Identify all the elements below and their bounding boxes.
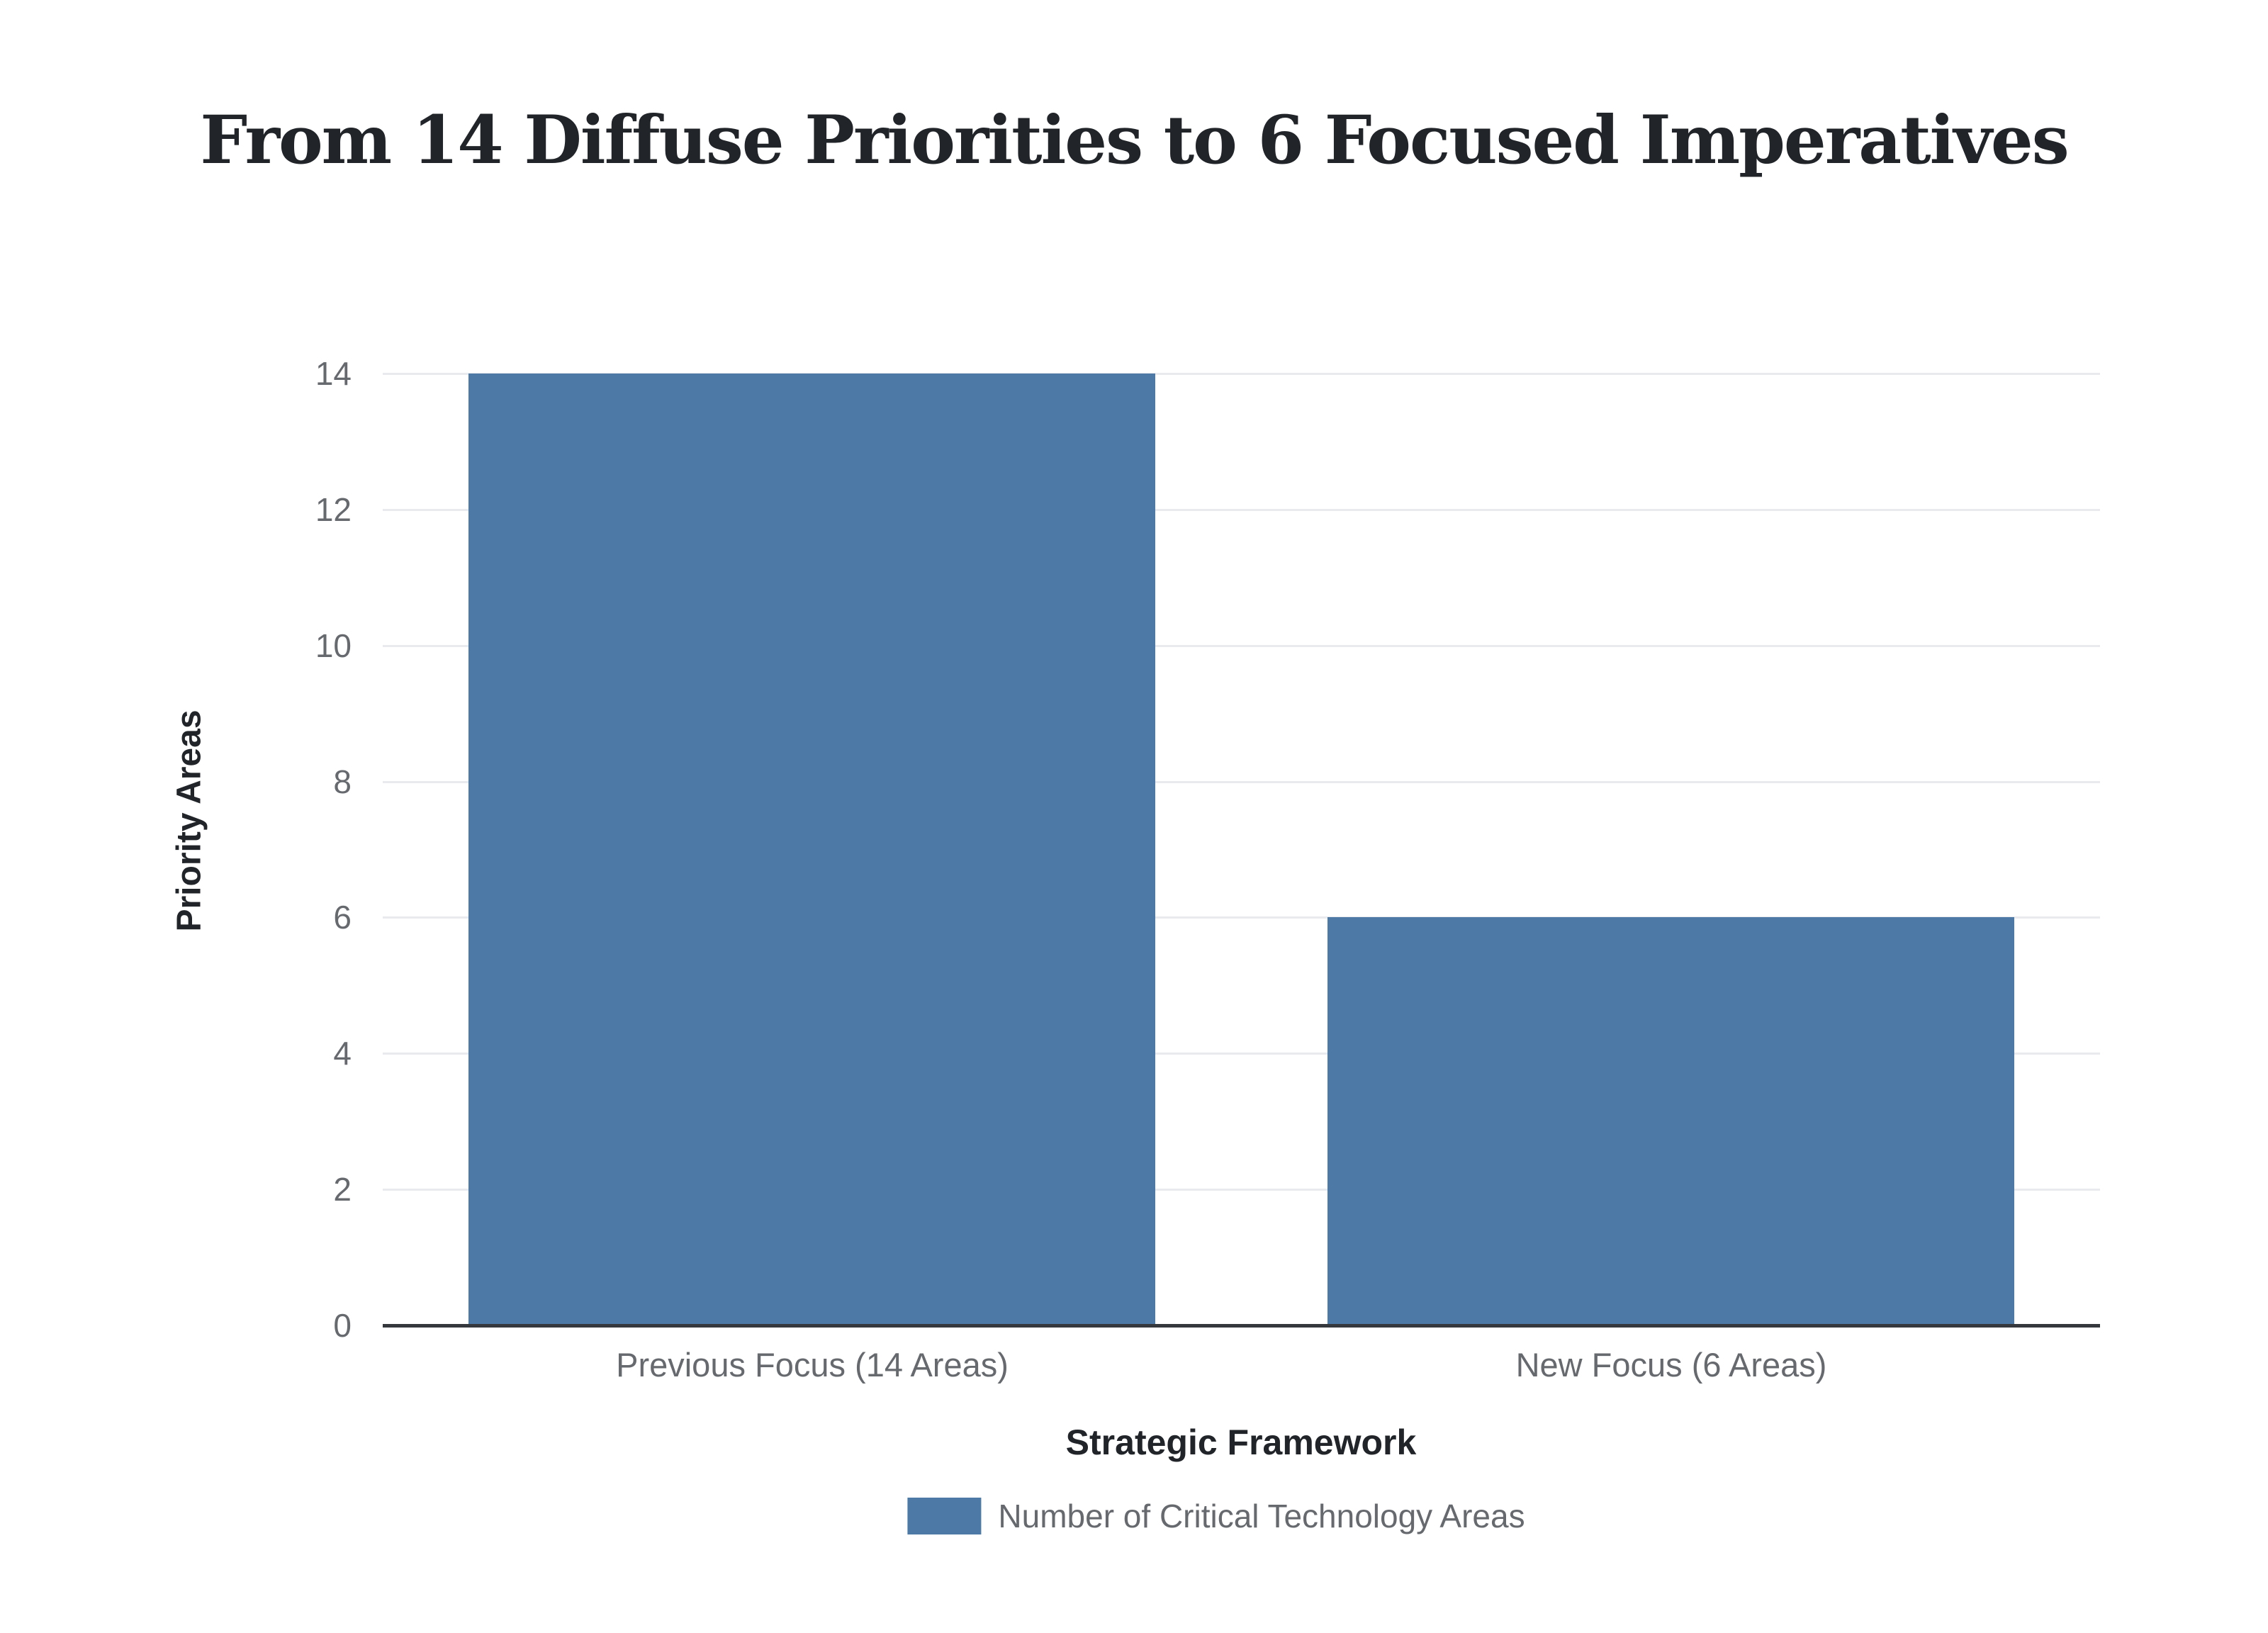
y-tick-label: 0	[333, 1307, 352, 1344]
y-tick-label: 2	[333, 1171, 352, 1208]
x-axis-line	[383, 1324, 2100, 1328]
legend-swatch-icon	[907, 1498, 982, 1534]
y-tick-label: 10	[315, 627, 352, 664]
bar-previous-focus-14-areas[interactable]	[468, 374, 1155, 1325]
y-tick-label: 4	[333, 1035, 352, 1072]
gridline	[383, 509, 2100, 511]
chart-title: From 14 Diffuse Priorities to 6 Focused …	[200, 101, 2069, 179]
gridline	[383, 1053, 2100, 1055]
gridline	[383, 1189, 2100, 1191]
gridline	[383, 645, 2100, 647]
y-tick-label: 12	[315, 491, 352, 528]
y-tick-label: 6	[333, 899, 352, 936]
gridline	[383, 916, 2100, 919]
gridline	[383, 781, 2100, 783]
legend-label: Number of Critical Technology Areas	[998, 1498, 1525, 1534]
x-category-label: Previous Focus (14 Areas)	[616, 1346, 1009, 1384]
x-axis-title: Strategic Framework	[1065, 1422, 1417, 1462]
bar-new-focus-6-areas[interactable]	[1327, 917, 2014, 1325]
y-tick-label: 8	[333, 763, 352, 800]
legend[interactable]: Number of Critical Technology Areas	[907, 1497, 1525, 1535]
y-axis-title: Priority Areas	[170, 709, 208, 932]
gridline	[383, 373, 2100, 375]
x-category-label: New Focus (6 Areas)	[1515, 1346, 1827, 1384]
y-tick-label: 14	[315, 355, 352, 392]
